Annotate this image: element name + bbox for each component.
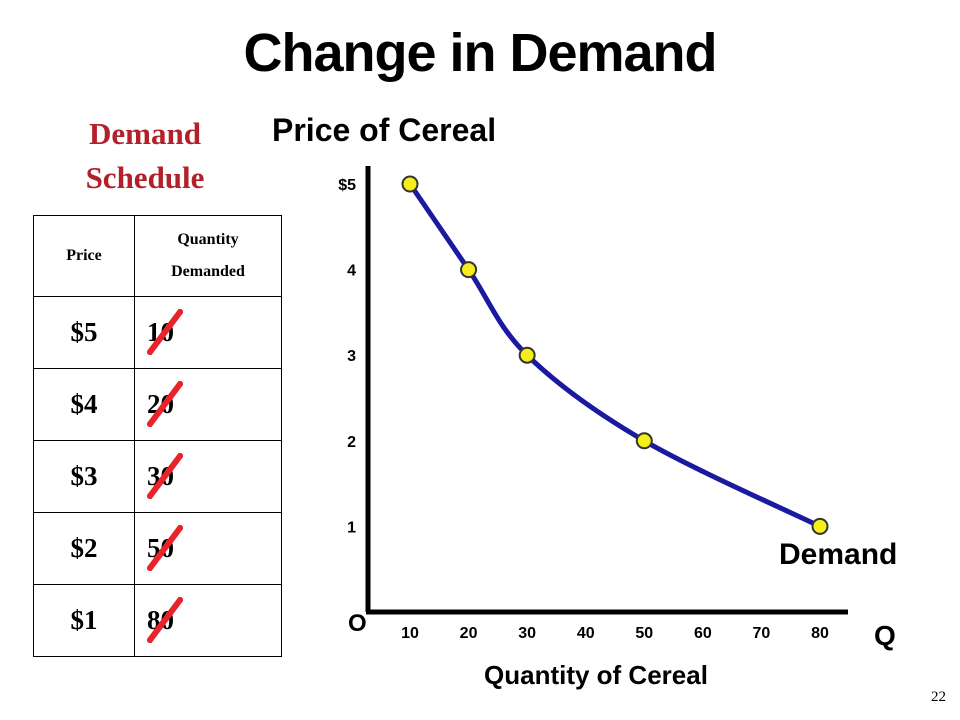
chart-title: Price of Cereal bbox=[272, 112, 497, 148]
x-axis-label: Quantity of Cereal bbox=[484, 660, 708, 690]
data-point bbox=[635, 432, 653, 450]
x-tick-label: 40 bbox=[577, 625, 595, 642]
price-cell: $5 bbox=[33, 296, 135, 369]
demand-curve-group bbox=[407, 182, 822, 529]
y-tick-label: 4 bbox=[347, 263, 356, 280]
data-point bbox=[811, 517, 829, 535]
y-tick-label: 2 bbox=[347, 434, 356, 451]
table-header-row: Price Quantity Demanded bbox=[33, 215, 282, 297]
price-cell: $1 bbox=[33, 584, 135, 657]
quantity-cell: 30 bbox=[134, 440, 282, 513]
schedule-title-line1: Demand bbox=[89, 116, 201, 151]
price-cell: $3 bbox=[33, 440, 135, 513]
demand-curve bbox=[407, 182, 822, 529]
x-tick-labels: 10 20 30 40 50 60 70 80 bbox=[401, 625, 829, 642]
data-points bbox=[401, 175, 829, 535]
table-row: $2 50 bbox=[33, 512, 282, 585]
strike-mark bbox=[147, 381, 183, 427]
strike-mark bbox=[147, 453, 183, 499]
strike-mark bbox=[147, 309, 183, 355]
quantity-cell: 50 bbox=[134, 512, 282, 585]
x-tick-label: 70 bbox=[753, 625, 771, 642]
header-quantity-line1: Quantity bbox=[177, 231, 239, 248]
x-tick-label: 60 bbox=[694, 625, 712, 642]
x-tick-label: 20 bbox=[460, 625, 478, 642]
y-tick-label: 3 bbox=[347, 348, 356, 365]
table-row: $4 20 bbox=[33, 368, 282, 441]
page-number: 22 bbox=[931, 689, 946, 705]
table-row: $1 80 bbox=[33, 584, 282, 657]
y-tick-labels: 1 2 3 4 $5 bbox=[338, 177, 356, 536]
quantity-cell: 10 bbox=[134, 296, 282, 369]
price-cell: $4 bbox=[33, 368, 135, 441]
x-tick-label: 50 bbox=[635, 625, 653, 642]
header-quantity-line2: Demanded bbox=[171, 263, 245, 280]
x-axis-letter: Q bbox=[874, 620, 896, 651]
origin-label: O bbox=[348, 610, 367, 637]
quantity-cell: 80 bbox=[134, 584, 282, 657]
strike-mark bbox=[147, 525, 183, 571]
schedule-title: Demand Schedule bbox=[60, 112, 230, 200]
data-point bbox=[401, 175, 419, 193]
x-tick-label: 80 bbox=[811, 625, 829, 642]
chart-axes bbox=[365, 166, 848, 615]
data-point bbox=[518, 346, 536, 364]
y-tick-label: 1 bbox=[347, 519, 356, 536]
demand-schedule-table: Price Quantity Demanded $5 10 $4 20 $3 3… bbox=[33, 215, 282, 657]
x-tick-label: 30 bbox=[518, 625, 536, 642]
header-quantity: Quantity Demanded bbox=[134, 215, 282, 297]
table-row: $5 10 bbox=[33, 296, 282, 369]
x-tick-label: 10 bbox=[401, 625, 419, 642]
strike-mark bbox=[147, 597, 183, 643]
data-point bbox=[460, 261, 478, 279]
slide-title: Change in Demand bbox=[243, 23, 717, 83]
schedule-title-line2: Schedule bbox=[85, 160, 205, 195]
price-cell: $2 bbox=[33, 512, 135, 585]
demand-curve-label: Demand bbox=[779, 538, 898, 571]
table-row: $3 30 bbox=[33, 440, 282, 513]
y-tick-label: $5 bbox=[338, 177, 356, 194]
